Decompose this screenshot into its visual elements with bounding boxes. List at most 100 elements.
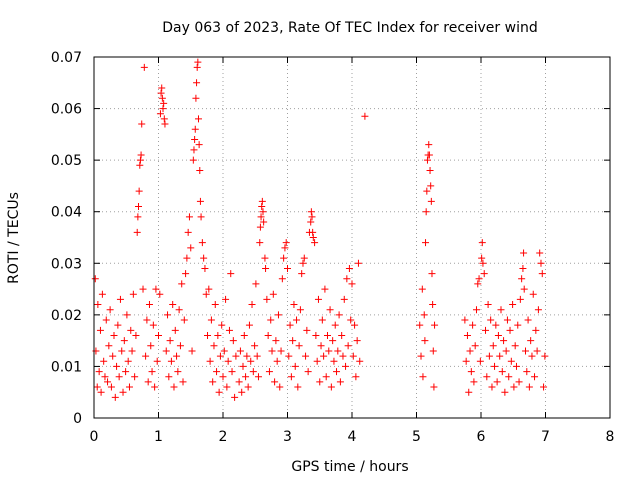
data-point — [339, 352, 347, 360]
data-point — [273, 357, 281, 365]
data-point — [425, 141, 433, 149]
data-point — [501, 388, 509, 396]
data-point — [416, 321, 424, 329]
data-point — [231, 393, 239, 401]
x-tick-label: 6 — [477, 429, 486, 445]
data-point — [342, 362, 350, 370]
data-point — [295, 342, 303, 350]
data-point — [427, 182, 435, 190]
data-point — [322, 373, 330, 381]
data-point — [211, 301, 219, 309]
data-point — [149, 321, 157, 329]
data-point — [225, 326, 233, 334]
data-point — [510, 383, 518, 391]
y-tick-label: 0.06 — [51, 102, 82, 118]
data-point — [198, 239, 206, 247]
y-tick-label: 0.05 — [51, 153, 82, 169]
data-point — [194, 115, 202, 123]
data-point — [276, 383, 284, 391]
data-point — [534, 306, 542, 314]
data-point — [428, 270, 436, 278]
data-point — [268, 347, 276, 355]
data-point — [500, 337, 508, 345]
data-point — [509, 301, 517, 309]
data-point — [158, 94, 166, 102]
data-point — [190, 146, 198, 154]
data-point — [262, 264, 270, 272]
data-point — [156, 290, 164, 298]
data-point — [171, 326, 179, 334]
data-point — [207, 316, 215, 324]
data-point — [256, 223, 264, 231]
data-point — [479, 259, 487, 267]
data-point — [213, 368, 221, 376]
data-point — [92, 347, 100, 355]
data-point — [522, 347, 530, 355]
data-point — [487, 316, 495, 324]
data-point — [220, 347, 228, 355]
x-tick-label: 3 — [283, 429, 292, 445]
data-point — [269, 290, 277, 298]
data-point — [127, 326, 135, 334]
y-tick-label: 0.07 — [51, 50, 82, 66]
data-point — [137, 151, 145, 159]
data-point — [540, 383, 548, 391]
data-point — [520, 249, 528, 257]
data-point — [309, 228, 317, 236]
data-point — [271, 378, 279, 386]
data-point — [506, 326, 514, 334]
data-point — [423, 156, 431, 164]
data-point — [321, 285, 329, 293]
data-point — [352, 373, 360, 381]
data-point — [232, 352, 240, 360]
data-point — [98, 290, 106, 298]
data-point — [461, 316, 469, 324]
data-point — [106, 306, 114, 314]
data-point — [290, 301, 298, 309]
data-point — [471, 342, 479, 350]
data-point — [204, 331, 212, 339]
data-point — [249, 368, 257, 376]
data-point — [536, 249, 544, 257]
data-point — [354, 259, 362, 267]
data-point — [187, 244, 195, 252]
data-point — [316, 378, 324, 386]
data-point — [429, 347, 437, 355]
data-point — [206, 357, 214, 365]
data-point — [320, 352, 328, 360]
x-tick-label: 4 — [348, 429, 357, 445]
data-point — [229, 337, 237, 345]
data-point — [293, 316, 301, 324]
data-point — [244, 383, 252, 391]
data-point — [272, 337, 280, 345]
data-point — [259, 208, 267, 216]
data-point — [463, 331, 471, 339]
data-point — [538, 270, 546, 278]
data-point — [277, 347, 285, 355]
data-point — [162, 347, 170, 355]
data-point — [285, 352, 293, 360]
data-point — [422, 208, 430, 216]
data-point — [132, 331, 140, 339]
data-point — [296, 306, 304, 314]
data-point — [109, 352, 117, 360]
data-point — [256, 239, 264, 247]
y-tick-label: 0.01 — [51, 359, 82, 375]
y-tick-label: 0.03 — [51, 256, 82, 272]
data-point — [353, 337, 361, 345]
data-point — [169, 301, 177, 309]
data-point — [523, 368, 531, 376]
data-point — [286, 321, 294, 329]
data-point — [264, 331, 272, 339]
data-point — [173, 352, 181, 360]
data-point — [94, 301, 102, 309]
data-point — [485, 352, 493, 360]
data-point — [239, 362, 247, 370]
data-point — [166, 337, 174, 345]
data-point — [191, 125, 199, 133]
data-point — [519, 264, 527, 272]
data-point — [135, 203, 143, 211]
data-point — [422, 239, 430, 247]
data-point — [261, 254, 269, 262]
data-point — [133, 228, 141, 236]
